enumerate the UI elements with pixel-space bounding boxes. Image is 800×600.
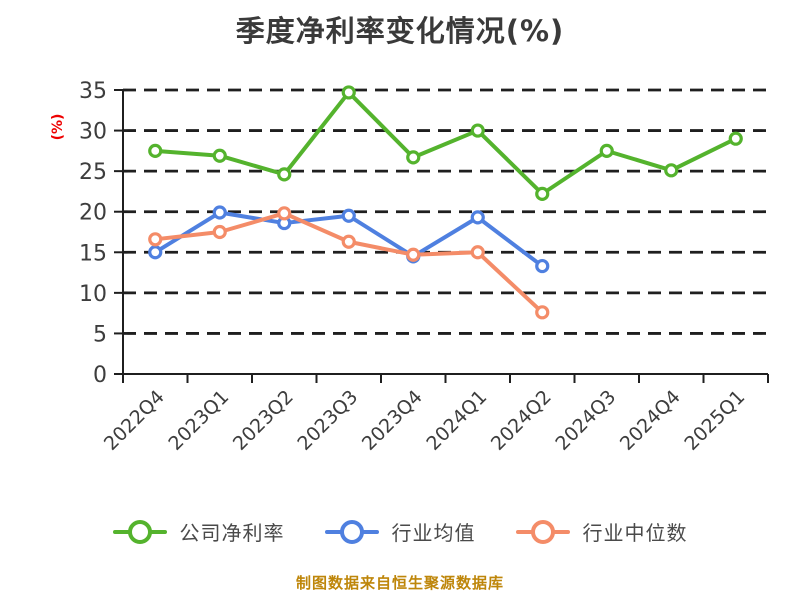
legend-item-1: 行业均值 xyxy=(324,517,476,546)
y-tick-label: 0 xyxy=(93,363,107,388)
data-point-marker xyxy=(148,245,163,260)
footer-note: 制图数据来自恒生聚源数据库 xyxy=(295,574,504,592)
x-tick-label: 2024Q1 xyxy=(422,386,491,455)
data-point-marker xyxy=(470,210,485,225)
data-point-marker xyxy=(212,224,227,240)
x-tick-label: 2023Q3 xyxy=(293,386,362,455)
data-point-marker xyxy=(406,150,421,165)
x-tick-label: 2023Q4 xyxy=(358,386,427,455)
series-line-2 xyxy=(153,211,545,315)
data-point-marker xyxy=(406,247,421,262)
legend-marker-icon xyxy=(515,519,570,544)
data-point-marker xyxy=(277,167,292,182)
page-title: 季度净利率变化情况(%) xyxy=(235,14,565,48)
data-point-marker xyxy=(212,205,227,220)
data-point-marker xyxy=(148,232,163,247)
data-point-marker xyxy=(728,131,743,146)
legend-item-0: 公司净利率 xyxy=(112,517,285,546)
data-point-marker xyxy=(535,186,550,201)
data-point-marker xyxy=(535,305,550,320)
data-point-marker xyxy=(470,245,485,260)
y-tick-label: 35 xyxy=(79,79,107,104)
data-point-marker xyxy=(212,148,227,163)
data-point-marker xyxy=(470,123,485,138)
data-point-marker xyxy=(599,143,614,158)
y-tick-label: 30 xyxy=(79,120,107,145)
x-tick-label: 2025Q1 xyxy=(680,386,749,455)
data-point-marker xyxy=(341,234,356,249)
data-point-marker xyxy=(664,163,679,178)
series-line-0 xyxy=(153,90,738,196)
legend-circle-icon xyxy=(127,519,152,544)
legend-label: 公司净利率 xyxy=(179,521,285,545)
x-tick-label: 2022Q4 xyxy=(100,386,169,455)
legend-label: 行业中位数 xyxy=(582,521,688,545)
y-tick-label: 25 xyxy=(79,160,107,185)
chart-svg: 051015202530352022Q42023Q12023Q22023Q320… xyxy=(79,79,769,455)
chart-legend: 公司净利率 行业均值 行业中位数 xyxy=(0,517,800,546)
y-tick-label: 20 xyxy=(79,201,107,226)
x-tick-label: 2024Q4 xyxy=(616,386,685,455)
data-point-marker xyxy=(341,208,356,223)
y-tick-label: 10 xyxy=(79,282,107,307)
data-point-marker xyxy=(341,85,356,100)
x-tick-label: 2024Q2 xyxy=(487,386,556,455)
legend-label: 行业均值 xyxy=(391,521,476,545)
x-tick-label: 2023Q1 xyxy=(164,386,233,455)
legend-marker-icon xyxy=(324,519,379,544)
data-point-marker xyxy=(277,206,292,221)
data-point-marker xyxy=(148,143,163,158)
legend-circle-icon xyxy=(339,519,364,544)
y-tick-label: 15 xyxy=(79,241,107,266)
y-tick-label: 5 xyxy=(93,322,107,347)
x-tick-label: 2024Q3 xyxy=(551,386,620,455)
legend-item-2: 行业中位数 xyxy=(515,517,688,546)
data-point-marker xyxy=(535,258,550,274)
legend-marker-icon xyxy=(112,519,167,544)
x-tick-label: 2023Q2 xyxy=(229,386,298,455)
legend-circle-icon xyxy=(530,519,555,544)
